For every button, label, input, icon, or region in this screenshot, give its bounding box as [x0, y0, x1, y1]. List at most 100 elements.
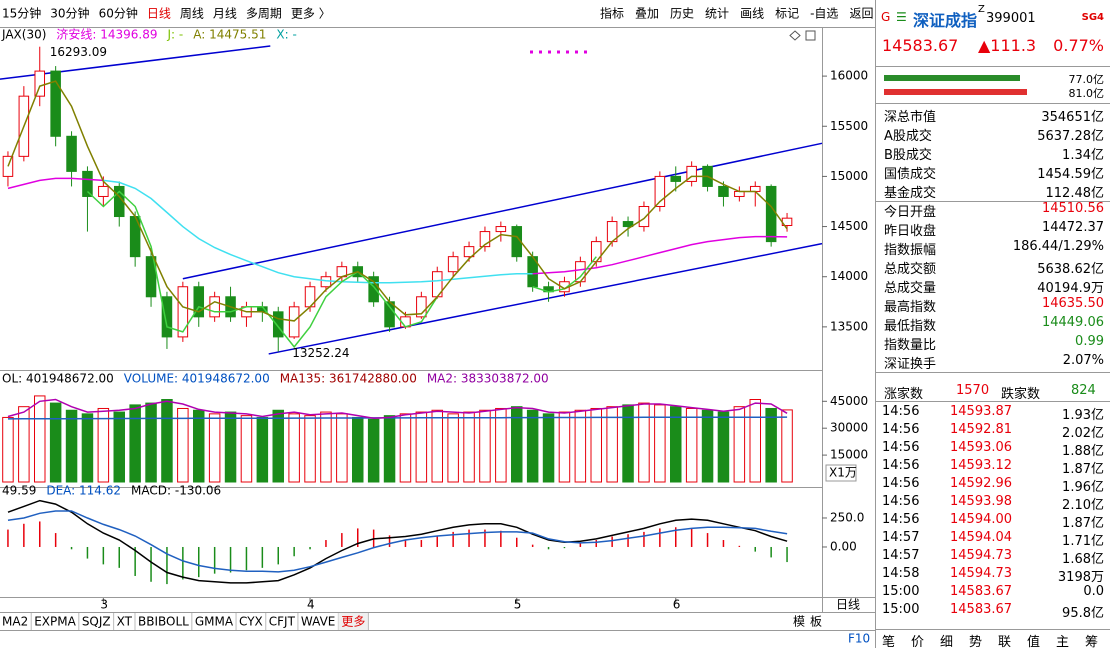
volume-bar: [399, 413, 412, 483]
flag: G: [881, 10, 891, 24]
panel-tab[interactable]: 主: [1056, 635, 1070, 650]
side-button[interactable]: 模: [793, 615, 805, 629]
stat-value: 0.99: [1075, 334, 1104, 349]
period-tab[interactable]: 多周期: [246, 7, 282, 21]
candle-body: [718, 185, 729, 197]
indicator-tab[interactable]: GMMA: [195, 615, 234, 629]
stat-value: 14472.37: [1041, 220, 1104, 235]
indicator-tab[interactable]: BBIBOLL: [138, 615, 189, 629]
tick-price: 14593.87: [950, 404, 1013, 419]
candle-body: [368, 276, 379, 303]
stat-label: 总成交额: [884, 262, 937, 277]
volume-bar: [383, 415, 396, 483]
tool-button[interactable]: 历史: [670, 7, 694, 21]
tick-time: 15:00: [882, 602, 920, 617]
tick-volume: 1.71亿: [1062, 534, 1104, 549]
stat-label: 国债成交: [884, 167, 937, 182]
indicator-tab[interactable]: MA2: [2, 615, 28, 629]
candle-body: [765, 185, 777, 243]
tick-time: 14:56: [882, 476, 920, 491]
stat-label: 指数振幅: [884, 243, 937, 258]
volume-bar: [224, 411, 237, 483]
volume-bar: [447, 413, 459, 483]
panel-tab[interactable]: 筹: [1085, 635, 1099, 650]
stat-label: 深总市值: [884, 110, 937, 125]
indicator-tab[interactable]: XT: [117, 615, 133, 629]
panel-tab[interactable]: 势: [969, 635, 983, 650]
indicator-tab[interactable]: CYX: [239, 615, 263, 629]
panel-tab[interactable]: 价: [911, 635, 925, 650]
candle-body: [638, 206, 650, 228]
candle-body: [447, 256, 459, 273]
panel-tab[interactable]: 值: [1027, 635, 1041, 650]
volume-bar: [97, 407, 110, 483]
indicator-header: VOLUME: 401948672.00: [124, 372, 270, 386]
tick-volume: 1.87亿: [1062, 516, 1104, 531]
x-tick-label: 5: [514, 598, 522, 612]
volume-bar: [65, 409, 78, 483]
volume-bar: [49, 402, 62, 483]
menu-icon[interactable]: ☰: [896, 10, 907, 24]
volume-bar: [320, 411, 332, 483]
candle-body: [34, 70, 46, 97]
tool-button[interactable]: 叠加: [635, 7, 659, 21]
indicator-header: JAX(30): [1, 28, 46, 42]
panel-tab[interactable]: 联: [998, 635, 1012, 650]
indicator-tab[interactable]: SQJZ: [82, 615, 111, 629]
breadth: 1570: [956, 383, 990, 398]
price-pct: 0.77%: [1053, 36, 1104, 55]
side-button[interactable]: 板: [810, 615, 822, 629]
indicator-tab[interactable]: 更多: [341, 615, 365, 629]
period-tab[interactable]: 15分钟: [2, 6, 41, 21]
volume-bar: [145, 402, 157, 483]
tick-price: 14594.73: [950, 548, 1013, 563]
period-tab[interactable]: 60分钟: [99, 6, 138, 21]
indicator-tab[interactable]: WAVE: [301, 615, 335, 629]
tool-button[interactable]: 指标: [600, 6, 624, 21]
volume-bar: [654, 404, 666, 483]
candle-body: [193, 286, 205, 318]
diamond-icon[interactable]: [789, 30, 801, 41]
period-tab[interactable]: 日线: [147, 7, 171, 21]
candle-body: [479, 231, 491, 248]
tick-volume: 0.0: [1083, 584, 1104, 599]
candle-body: [66, 135, 77, 172]
indicator-line: [7, 177, 788, 275]
volume-bar: [240, 415, 253, 483]
period-tab[interactable]: 30分钟: [50, 6, 89, 21]
volume-bar: [638, 402, 650, 483]
indicator-line: [7, 416, 788, 420]
window-icon[interactable]: [805, 30, 816, 41]
panel-tab[interactable]: 笔: [882, 635, 896, 650]
chart-area: 15分钟 30分钟 60分钟 日线 周线 月线 多周期 更多 〉 指标 叠加 历史 统计 画线 标记 -自选…: [0, 6, 875, 646]
tick-price: 14592.81: [950, 422, 1013, 437]
stat-label: 昨日收盘: [884, 224, 937, 239]
stat-value: 14449.06: [1041, 315, 1104, 330]
y-tick-label: 45000: [830, 394, 868, 408]
tool-button[interactable]: 统计: [705, 7, 729, 21]
tool-button[interactable]: 返回: [849, 7, 873, 21]
tick-volume: 2.10亿: [1062, 498, 1104, 513]
volume-bar: [717, 411, 730, 483]
trend-line: [0, 45, 271, 80]
volume-bar: [34, 395, 46, 483]
indicator-header: J: -: [167, 28, 184, 42]
indicator-tab[interactable]: EXPMA: [34, 615, 76, 629]
period-tab[interactable]: 月线: [213, 7, 237, 21]
f10-button[interactable]: F10: [848, 632, 870, 646]
stat-value: 186.44/1.29%: [1012, 239, 1104, 254]
indicator-header: 济安线: 14396.89: [56, 27, 157, 42]
y-tick-label: 15500: [830, 119, 868, 133]
indicator-tab[interactable]: CFJT: [269, 615, 296, 629]
period-tab[interactable]: 周线: [180, 7, 204, 21]
flow-bar: [884, 75, 1020, 81]
tick-price: 14594.00: [950, 512, 1013, 527]
tool-button[interactable]: 标记: [775, 7, 799, 21]
stat-label: 总成交量: [884, 281, 937, 296]
indicator-header: 49.59: [2, 484, 36, 498]
panel-tab[interactable]: 细: [940, 635, 954, 650]
tool-button[interactable]: -自选: [810, 7, 838, 21]
period-tab[interactable]: 更多 〉: [291, 7, 331, 21]
tool-button[interactable]: 画线: [740, 7, 764, 21]
